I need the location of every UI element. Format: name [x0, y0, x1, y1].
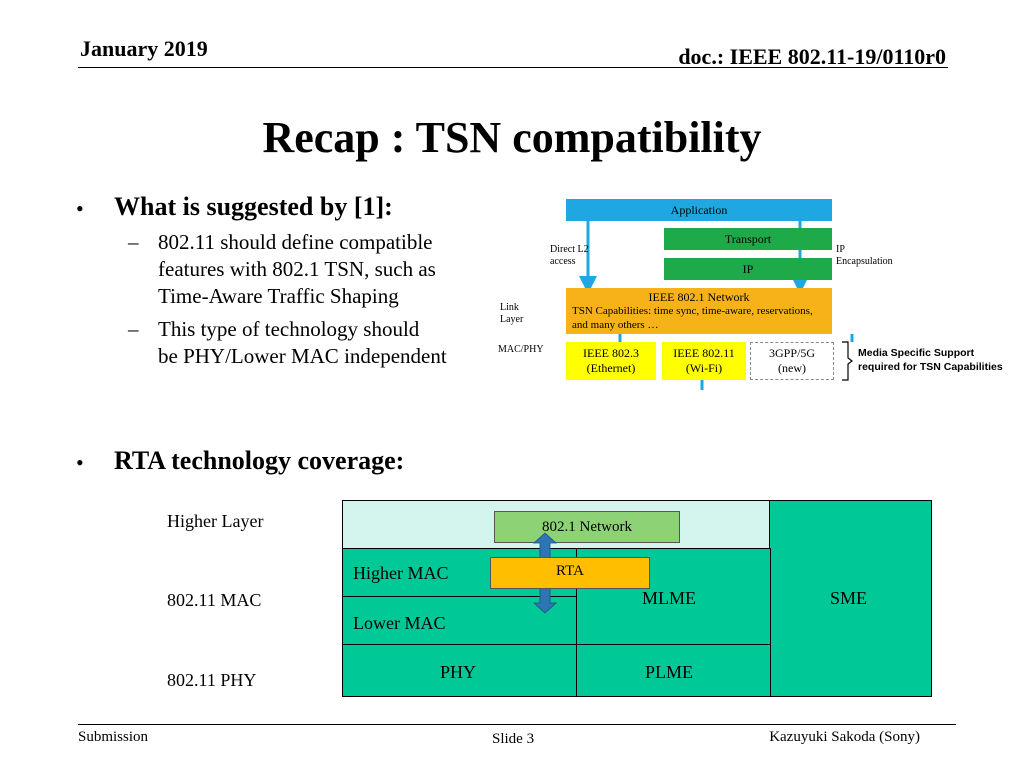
application-layer: Application	[566, 199, 832, 221]
rta-box: RTA	[490, 557, 650, 589]
ieee-8021-network-box: IEEE 802.1 Network TSN Capabilities: tim…	[566, 288, 832, 334]
eth-line-1: IEEE 802.3	[583, 346, 639, 360]
phy-label: PHY	[440, 662, 477, 682]
media-line-2: required for TSN Capabilities	[858, 361, 1003, 373]
bullet-2: •	[76, 450, 84, 476]
row-label-higher-layer: Higher Layer	[167, 511, 264, 531]
ip-encap-line-2: Encapsulation	[836, 256, 893, 267]
link-layer-line-2: Layer	[500, 314, 524, 325]
g5-line-2: (new)	[778, 361, 806, 375]
8021-network-box: 802.1 Network	[494, 511, 680, 543]
footer-slide-number: Slide 3	[492, 731, 535, 747]
sub-bullet-1: 802.11 should define compatible features…	[158, 229, 436, 310]
3gpp-5g-box: 3GPP/5G (new)	[750, 342, 834, 380]
tsn-stack-diagram: Application Transport IP Direct L2 acces…	[490, 192, 1020, 392]
sub-bullet-2-line-2: be PHY/Lower MAC independent	[158, 344, 447, 368]
row-label-80211-phy: 802.11 PHY	[167, 670, 257, 690]
header-date: January 2019	[80, 36, 208, 61]
wifi-line-1: IEEE 802.11	[673, 346, 735, 360]
media-bracket-icon	[842, 341, 853, 381]
wifi-line-2: (Wi-Fi)	[685, 361, 723, 375]
transport-layer: Transport	[664, 228, 832, 250]
media-line-1: Media Specific Support	[858, 347, 975, 359]
link-layer-line-1: Link	[500, 302, 519, 313]
slide-title: Recap : TSN compatibility	[262, 113, 762, 162]
mac-phy-label: MAC/PHY	[498, 344, 544, 355]
sub-bullet-2-line-1: This type of technology should	[158, 317, 420, 341]
sub-dash-1: –	[128, 230, 139, 254]
sub-bullet-1-line-2: features with 802.1 TSN, such as	[158, 257, 436, 281]
higher-mac-label: Higher MAC	[353, 563, 449, 583]
header-doc-id: doc.: IEEE 802.11-19/0110r0	[678, 44, 946, 69]
footer-author: Kazuyuki Sakoda (Sony)	[769, 729, 920, 745]
rta-coverage-diagram: SME Higher MAC Lower MAC MLME PHY PLME 8…	[342, 500, 932, 697]
sub-bullet-1-line-1: 802.11 should define compatible	[158, 230, 433, 254]
g5-line-1: 3GPP/5G	[768, 346, 815, 360]
direct-l2-line-1: Direct L2	[550, 244, 589, 255]
direct-l2-line-2: access	[550, 256, 576, 267]
row-label-80211-mac: 802.11 MAC	[167, 590, 262, 610]
ieee-80211-box: IEEE 802.11 (Wi-Fi)	[662, 342, 746, 380]
ip-layer: IP	[664, 258, 832, 280]
phy-block	[342, 644, 578, 697]
media-specific-label: Media Specific Support required for TSN …	[858, 346, 1003, 374]
eth-line-2: (Ethernet)	[586, 361, 636, 375]
header-divider	[78, 67, 948, 68]
footer-submission: Submission	[78, 729, 149, 745]
mlme-label: MLME	[642, 588, 696, 608]
sme-label: SME	[830, 588, 868, 608]
ieee-8023-box: IEEE 802.3 (Ethernet)	[566, 342, 656, 380]
network-line-1: IEEE 802.1 Network	[648, 290, 750, 304]
network-line-3: and many others …	[572, 319, 659, 331]
sub-dash-2: –	[128, 317, 139, 341]
plme-block	[576, 644, 771, 697]
footer-divider	[78, 724, 956, 725]
network-line-2: TSN Capabilities: time sync, time-aware,…	[572, 305, 813, 317]
lower-mac-label: Lower MAC	[353, 613, 446, 633]
sub-bullet-1-line-3: Time-Aware Traffic Shaping	[158, 284, 399, 308]
ip-encapsulation-label: IP Encapsulation	[836, 244, 893, 268]
bullet-1: •	[76, 196, 84, 222]
bullet-1-text: What is suggested by [1]:	[114, 192, 393, 221]
link-layer-label: Link Layer	[500, 302, 523, 326]
bullet-2-text: RTA technology coverage:	[114, 446, 405, 475]
sme-block	[769, 500, 932, 697]
ip-encap-line-1: IP	[836, 244, 845, 255]
sub-bullet-2: This type of technology should be PHY/Lo…	[158, 316, 447, 370]
plme-label: PLME	[645, 662, 694, 682]
bullet-dot: •	[76, 450, 84, 475]
direct-l2-label: Direct L2 access	[550, 244, 589, 268]
bullet-dot: •	[76, 196, 84, 221]
